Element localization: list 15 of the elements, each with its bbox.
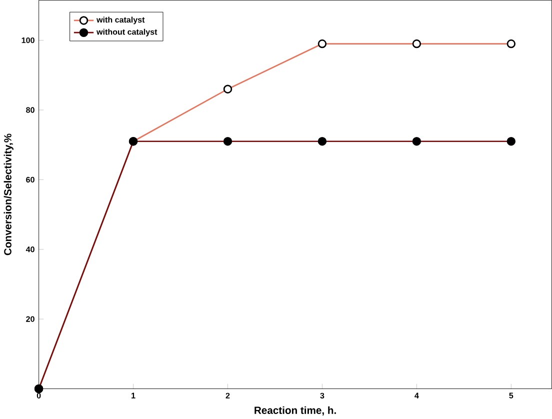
legend-label: without catalyst (96, 28, 158, 36)
legend-label: with catalyst (96, 16, 145, 24)
x-tick-label: 1 (132, 392, 136, 398)
y-tick-label: 100 (22, 37, 34, 43)
x-tick-label: 2 (226, 392, 230, 398)
x-tick-label: 4 (414, 392, 419, 398)
y-tick-label: 80 (26, 107, 34, 113)
x-tick-label: 0 (36, 392, 41, 398)
x-tick-label: 5 (509, 392, 514, 398)
y-axis-title: Conversion/Selectivity,% (4, 134, 14, 255)
y-tick-label: 20 (26, 316, 34, 322)
y-tick-label: 40 (26, 246, 34, 252)
x-axis-title: Reaction time, h. (254, 406, 336, 416)
y-tick-label: 60 (26, 176, 34, 182)
x-tick-label: 3 (320, 392, 324, 398)
